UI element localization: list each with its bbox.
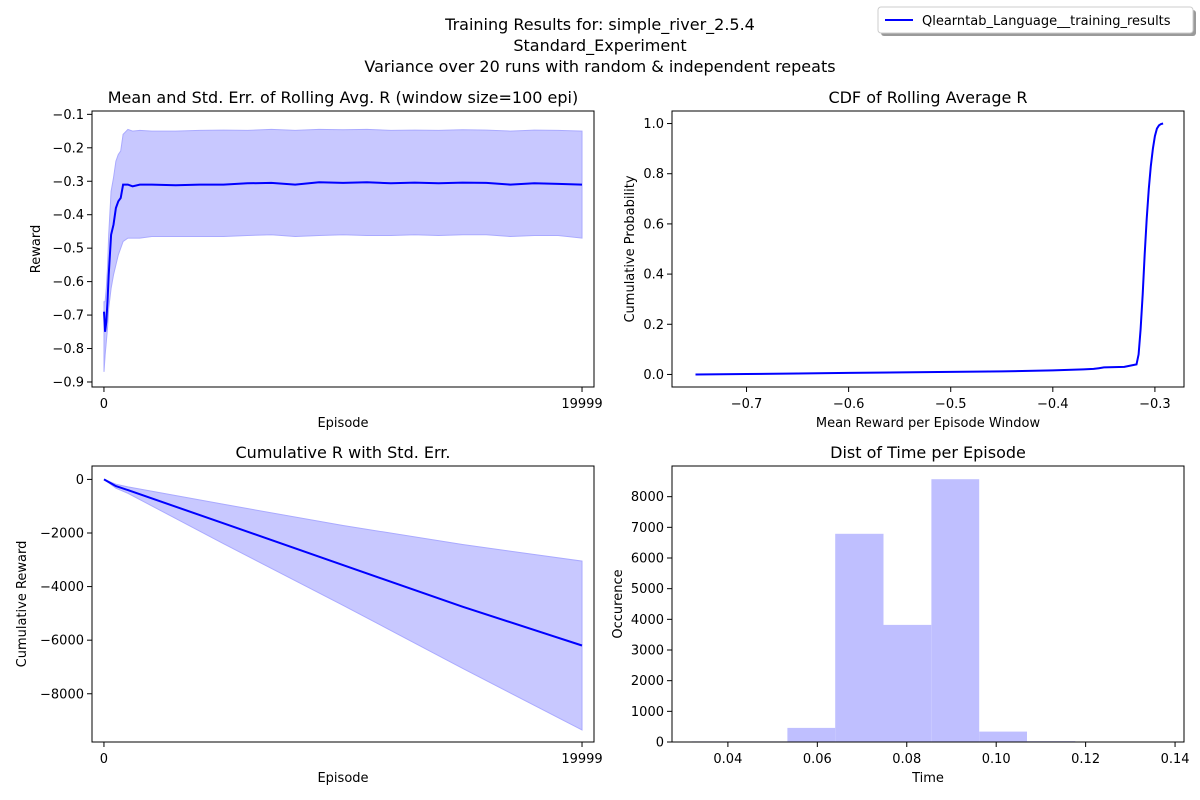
y-tick-label: 0	[656, 736, 664, 751]
y-tick-label: −0.4	[52, 208, 84, 223]
y-tick-label: 8000	[631, 490, 664, 505]
rolling-average-panel: 0 19999 −0.9 −0.8 −0.7 −0.6 −0.5 −0.4 −0.3 −0.2 −0…	[29, 88, 603, 431]
x-tick-label: 0	[100, 752, 108, 767]
x-tick-label: −0.3	[1139, 397, 1171, 412]
axes-frame	[671, 465, 1185, 743]
figure-title-line-3: Variance over 20 runs with random & inde…	[364, 57, 835, 76]
y-tick-label: 0.0	[643, 368, 664, 383]
y-tick-label: 7000	[631, 521, 664, 536]
x-axis-label: Time	[911, 771, 944, 786]
y-tick-label: 1.0	[643, 117, 664, 132]
panel-title: Dist of Time per Episode	[830, 443, 1026, 462]
panel-title: CDF of Rolling Average R	[828, 88, 1027, 107]
x-tick-label: −0.7	[731, 397, 763, 412]
y-axis-label: Cumulative Probability	[623, 175, 638, 322]
std-err-band	[103, 128, 583, 372]
axes-frame	[671, 110, 1185, 388]
x-tick-label: 0.14	[1161, 752, 1190, 767]
panel-title: Mean and Std. Err. of Rolling Avg. R (wi…	[108, 88, 579, 107]
y-axis-label: Reward	[29, 225, 44, 273]
x-tick-label: 0	[100, 397, 108, 412]
y-tick-label: −0.8	[52, 342, 84, 357]
y-tick-label: −0.6	[52, 275, 84, 290]
y-tick-label: 1000	[631, 705, 664, 720]
axes-frame	[91, 110, 595, 388]
hist-bar	[883, 624, 932, 742]
cumulative-reward-panel: 0 19999 −8000 −6000 −4000 −2000 0 Cumulative R …	[15, 443, 603, 786]
x-axis-label: Mean Reward per Episode Window	[816, 416, 1041, 431]
y-tick-label: 5000	[631, 582, 664, 597]
y-tick-label: 0.6	[643, 217, 664, 232]
x-tick-label: 0.08	[892, 752, 921, 767]
x-tick-label: −0.4	[1037, 397, 1069, 412]
y-tick-label: 0.4	[643, 268, 664, 283]
x-tick-label: −0.5	[935, 397, 967, 412]
cdf-line	[695, 122, 1164, 376]
y-tick-label: 0.2	[643, 318, 664, 333]
hist-bar	[979, 731, 1027, 742]
y-tick-label: −8000	[40, 687, 84, 702]
y-tick-label: −0.5	[52, 242, 84, 257]
y-tick-label: −0.3	[52, 175, 84, 190]
y-tick-label: −0.1	[52, 108, 84, 123]
legend-label: Qlearntab_Language__training_results	[922, 14, 1171, 29]
hist-bar	[931, 479, 980, 742]
legend-box	[877, 6, 1194, 34]
x-axis-label: Episode	[317, 416, 368, 431]
y-tick-label: −2000	[40, 526, 84, 541]
x-tick-label: 0.10	[982, 752, 1011, 767]
hist-bar	[787, 727, 836, 742]
y-tick-label: −0.2	[52, 141, 84, 156]
y-tick-label: 0.8	[643, 167, 664, 182]
mean-line	[103, 181, 583, 332]
y-tick-label: 0	[76, 473, 84, 488]
y-tick-label: −0.9	[52, 375, 84, 390]
x-axis-label: Episode	[317, 771, 368, 786]
figure-title-line-1: Training Results for: simple_river_2.5.4	[444, 15, 755, 35]
cdf-panel: −0.7 −0.6 −0.5 −0.4 −0.3 0.0 0.2 0.4 0.6 0.8 1.0 CD…	[623, 88, 1185, 431]
x-tick-label: 0.04	[713, 752, 742, 767]
axes-frame	[91, 465, 595, 743]
figure-title-line-2: Standard_Experiment	[513, 36, 686, 56]
panel-title: Cumulative R with Std. Err.	[236, 443, 451, 462]
x-tick-label: 0.06	[803, 752, 832, 767]
y-axis-label: Cumulative Reward	[15, 541, 30, 668]
x-tick-label: 19999	[561, 397, 602, 412]
y-tick-label: 3000	[631, 644, 664, 659]
y-tick-label: 2000	[631, 674, 664, 689]
x-tick-label: −0.6	[833, 397, 865, 412]
y-tick-label: 4000	[631, 613, 664, 628]
time-histogram-panel: 0.04 0.06 0.08 0.10 0.12 0.14 0 1000 2000 3000 400…	[611, 443, 1190, 786]
y-tick-label: −4000	[40, 580, 84, 595]
y-axis-label: Occurence	[611, 569, 626, 638]
hist-bar	[835, 533, 884, 742]
y-tick-label: 6000	[631, 552, 664, 567]
x-tick-label: 19999	[561, 752, 602, 767]
legend: Qlearntab_Language__training_results	[877, 6, 1196, 36]
y-tick-label: −6000	[40, 634, 84, 649]
mean-line	[103, 478, 583, 647]
y-tick-label: −0.7	[52, 309, 84, 324]
x-tick-label: 0.12	[1071, 752, 1100, 767]
